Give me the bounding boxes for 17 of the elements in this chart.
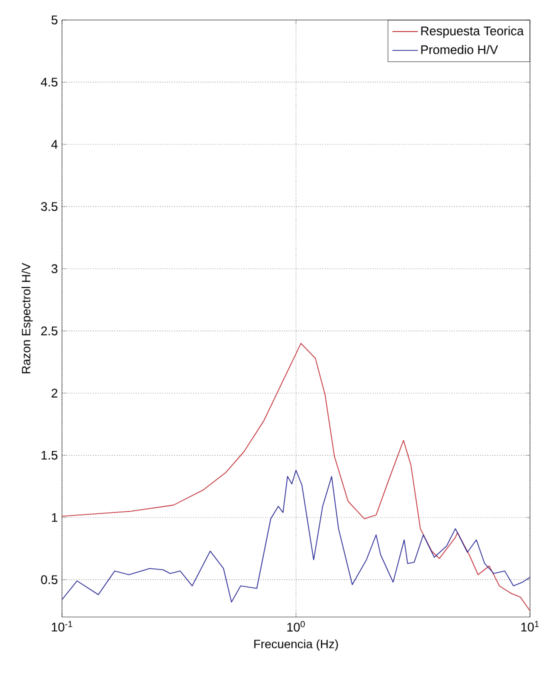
y-tick-label: 3.5 xyxy=(41,202,58,211)
legend-label: Respuesta Teorica xyxy=(421,26,524,38)
x-tick-label: 10$^{-1}$ xyxy=(52,621,72,632)
y-tick-label: 1 xyxy=(52,513,58,522)
x-tick-label: 10$^{1}$ xyxy=(521,621,539,632)
y-tick-label: 2 xyxy=(52,388,58,398)
y-tick-label: 5 xyxy=(52,16,58,24)
y-tick-label: 4 xyxy=(51,140,58,149)
y-tick-label: 3 xyxy=(51,264,58,274)
y-tick-label: 4.5 xyxy=(40,78,58,87)
x-axis-title: Frecuencia (Hz) xyxy=(254,639,338,651)
y-tick-label: 2.5 xyxy=(41,326,58,336)
legend-label: Promedio H/V xyxy=(421,44,498,54)
y-tick-label: 1.5 xyxy=(42,450,58,460)
x-tick-label: 10$^{0}$ xyxy=(287,621,305,632)
y-axis-title: Razon Espectrol H/V xyxy=(22,262,33,374)
y-tick-label: 0.5 xyxy=(41,575,58,584)
